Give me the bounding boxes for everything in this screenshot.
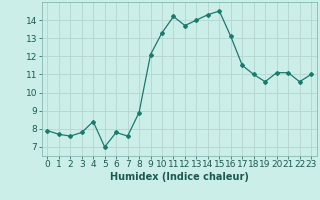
X-axis label: Humidex (Indice chaleur): Humidex (Indice chaleur) [110,172,249,182]
